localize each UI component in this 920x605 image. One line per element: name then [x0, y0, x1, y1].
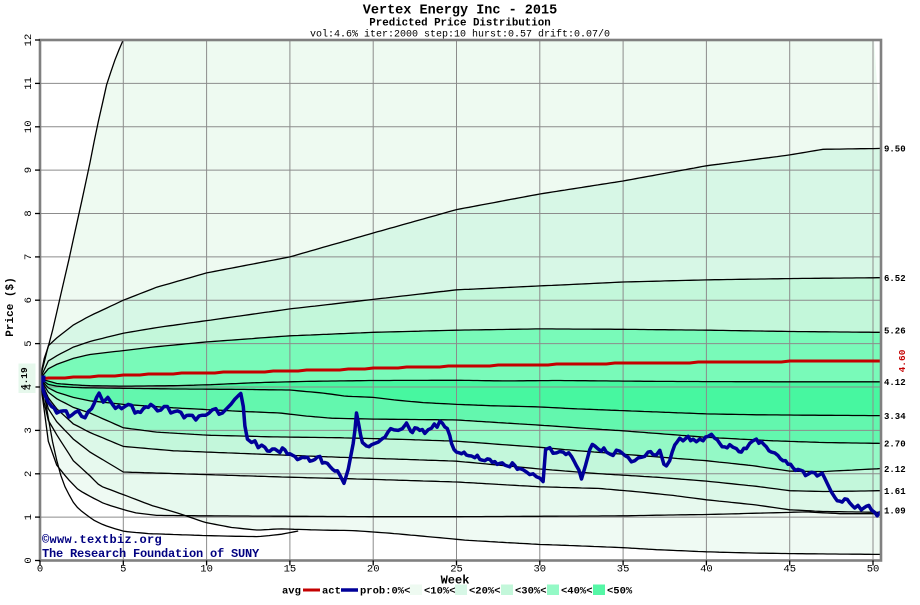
svg-text:0: 0	[23, 557, 35, 563]
svg-text:5.26: 5.26	[884, 327, 906, 337]
svg-text:6: 6	[23, 297, 35, 303]
svg-text:<30%<: <30%<	[515, 586, 547, 598]
svg-text:prob:0%<: prob:0%<	[360, 586, 410, 598]
svg-text:2.12: 2.12	[884, 465, 906, 475]
svg-text:4.19: 4.19	[19, 367, 30, 390]
svg-text:7: 7	[23, 254, 35, 260]
svg-text:20: 20	[367, 564, 380, 576]
svg-text:8: 8	[23, 210, 35, 216]
svg-text:3.34: 3.34	[884, 412, 906, 422]
svg-text:2: 2	[23, 471, 35, 477]
svg-text:12: 12	[23, 34, 35, 47]
svg-text:5: 5	[120, 564, 126, 576]
svg-text:45: 45	[783, 564, 796, 576]
svg-text:Predicted Price Distribution: Predicted Price Distribution	[369, 18, 550, 30]
svg-text:10: 10	[23, 120, 35, 133]
svg-text:11: 11	[23, 77, 35, 90]
svg-text:avg: avg	[282, 586, 301, 598]
svg-text:Week: Week	[441, 574, 470, 588]
svg-text:vol:4.6% iter:2000 step:10 hur: vol:4.6% iter:2000 step:10 hurst:0.57 dr…	[310, 29, 610, 41]
svg-text:1: 1	[23, 514, 35, 520]
svg-text:3: 3	[23, 427, 35, 433]
svg-text:<40%<: <40%<	[561, 586, 593, 598]
svg-text:5: 5	[23, 340, 35, 346]
svg-text:9: 9	[23, 167, 35, 173]
svg-text:Vertex Energy Inc - 2015: Vertex Energy Inc - 2015	[363, 4, 557, 19]
svg-text:4: 4	[23, 384, 35, 390]
svg-text:<50%: <50%	[607, 586, 633, 598]
svg-text:2.70: 2.70	[884, 440, 906, 450]
svg-text:<10%<: <10%<	[424, 586, 456, 598]
svg-text:50: 50	[867, 564, 880, 576]
svg-text:15: 15	[284, 564, 297, 576]
svg-text:<20%<: <20%<	[469, 586, 501, 598]
svg-text:1.09: 1.09	[884, 507, 906, 517]
svg-text:act: act	[322, 586, 341, 598]
svg-text:40: 40	[700, 564, 713, 576]
svg-text:4.12: 4.12	[884, 378, 906, 388]
svg-text:25: 25	[450, 564, 463, 576]
svg-text:9.50: 9.50	[884, 145, 906, 155]
svg-text:0: 0	[37, 564, 43, 576]
svg-text:The Research Foundation of SUN: The Research Foundation of SUNY	[42, 547, 260, 561]
svg-text:1.61: 1.61	[884, 487, 906, 497]
svg-text:4.60: 4.60	[897, 349, 908, 372]
svg-text:10: 10	[200, 564, 213, 576]
svg-text:Price ($): Price ($)	[5, 277, 17, 336]
svg-text:6.52: 6.52	[884, 274, 906, 284]
svg-text:35: 35	[617, 564, 630, 576]
svg-text:30: 30	[533, 564, 546, 576]
svg-text:©www.textbiz.org: ©www.textbiz.org	[42, 533, 162, 547]
